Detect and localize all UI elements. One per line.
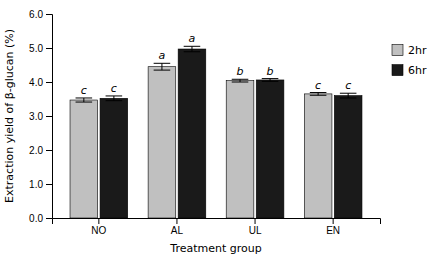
y-tick-mark (46, 116, 52, 117)
plot-area: 0.0 1.0 2.0 3.0 4.0 5.0 6.0 NO AL UL EN c a b c c a b c (29, 9, 380, 236)
annotation: a (159, 49, 166, 62)
error-bar-stem (161, 63, 162, 70)
x-tick-mark (176, 218, 177, 224)
bar (304, 94, 332, 218)
annotation: c (81, 84, 87, 97)
y-tick-mark (46, 218, 52, 219)
x-tick: EN (326, 218, 340, 236)
bar (256, 80, 284, 218)
y-tick: 1.0 (29, 179, 52, 190)
error-bar-cap (184, 51, 201, 52)
x-tick-mark (333, 218, 334, 224)
error-bar-cap (76, 97, 93, 98)
error-bar (76, 98, 93, 102)
y-tick-label: 2.0 (29, 145, 43, 156)
y-tick-label: 6.0 (29, 9, 43, 20)
legend-label: 2hr (408, 44, 427, 57)
y-tick-label: 1.0 (29, 179, 43, 190)
y-axis: 0.0 1.0 2.0 3.0 4.0 5.0 6.0 (29, 9, 52, 224)
error-bar-cap (232, 79, 249, 80)
legend-swatch (392, 65, 403, 76)
error-bar-cap (340, 97, 357, 98)
error-bar-stem (191, 46, 192, 51)
error-bar (232, 79, 249, 82)
annotation: a (189, 32, 196, 45)
error-bar-cap (262, 78, 279, 79)
annotation: c (315, 79, 321, 92)
annotation: b (267, 65, 274, 78)
error-bar-cap (106, 100, 123, 101)
error-bar-cap (106, 95, 123, 96)
x-tick-mark (98, 218, 99, 224)
legend-swatch (392, 45, 403, 56)
annotation: c (345, 79, 351, 92)
error-bar (340, 93, 357, 98)
x-tick-label: EN (326, 225, 340, 236)
error-bar (154, 63, 171, 70)
x-tick: UL (249, 218, 262, 236)
bar (178, 49, 206, 218)
error-bar-cap (232, 82, 249, 83)
error-bar (184, 46, 201, 51)
x-axis: NO AL UL EN (53, 218, 381, 236)
annotation: c (111, 82, 117, 95)
y-tick: 5.0 (29, 43, 52, 54)
x-tick: AL (171, 218, 184, 236)
bar (334, 96, 362, 218)
y-tick-label: 3.0 (29, 111, 43, 122)
bar (226, 81, 254, 218)
y-axis-line (46, 15, 53, 219)
marks (70, 46, 362, 218)
series (100, 46, 362, 218)
y-tick: 4.0 (29, 77, 52, 88)
y-tick-mark (46, 184, 52, 185)
y-tick: 3.0 (29, 111, 52, 122)
y-tick: 2.0 (29, 145, 52, 156)
x-tick: NO (91, 218, 106, 236)
y-tick-mark (46, 48, 52, 49)
y-tick-label: 4.0 (29, 77, 43, 88)
x-tick-label: UL (249, 225, 262, 236)
error-bar-stem (83, 98, 84, 102)
bar (148, 67, 176, 218)
x-tick-label: NO (91, 225, 106, 236)
legend-item: 6hr (392, 64, 427, 77)
error-bar (310, 93, 327, 96)
error-bar-cap (310, 95, 327, 96)
error-bar-cap (154, 70, 171, 71)
x-tick-mark (255, 218, 256, 224)
x-axis-title: Treatment group (169, 242, 261, 255)
annotation: b (237, 65, 244, 78)
error-bar-cap (262, 81, 279, 82)
x-axis-line (53, 219, 381, 225)
y-tick-mark (46, 150, 52, 151)
y-tick-label: 0.0 (29, 213, 43, 224)
y-axis-title: Extraction yield of β-glucan (%) (3, 29, 16, 203)
chart: 0.0 1.0 2.0 3.0 4.0 5.0 6.0 NO AL UL EN c a b c c a b c Tre… (0, 0, 444, 258)
error-bar-cap (310, 92, 327, 93)
chart-container: 0.0 1.0 2.0 3.0 4.0 5.0 6.0 NO AL UL EN c a b c c a b c Tre… (0, 0, 444, 258)
bar (70, 100, 98, 218)
error-bar-cap (340, 93, 357, 94)
error-bar-stem (113, 96, 114, 101)
y-tick-mark (46, 14, 52, 15)
error-bar-cap (184, 46, 201, 47)
error-bar-stem (348, 93, 349, 98)
error-bar-cap (76, 102, 93, 103)
y-tick-mark (46, 82, 52, 83)
legend: 2hr 6hr (392, 44, 427, 77)
annotations: c a b c c a b c (81, 32, 351, 97)
x-tick-label: AL (171, 225, 184, 236)
legend-item: 2hr (392, 44, 427, 57)
error-bar (262, 79, 279, 82)
y-tick-label: 5.0 (29, 43, 43, 54)
error-bar (106, 96, 123, 101)
y-tick: 6.0 (29, 9, 52, 20)
bar (100, 98, 128, 218)
error-bar-cap (154, 63, 171, 64)
legend-label: 6hr (408, 64, 427, 77)
y-tick: 0.0 (29, 213, 52, 224)
